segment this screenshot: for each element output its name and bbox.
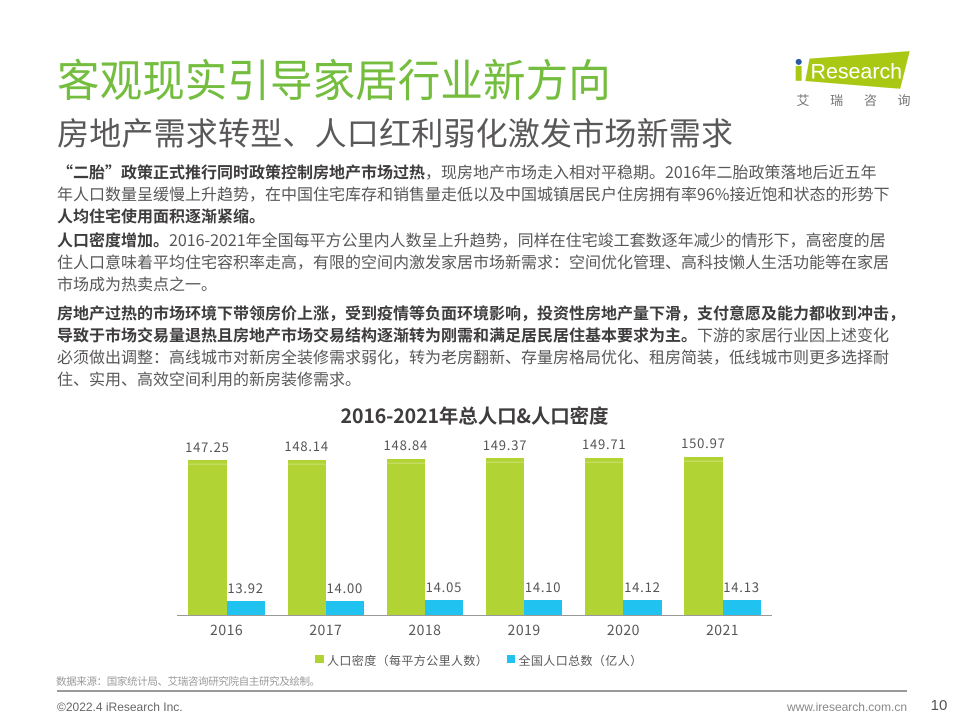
svg-text:Research: Research xyxy=(811,59,903,83)
